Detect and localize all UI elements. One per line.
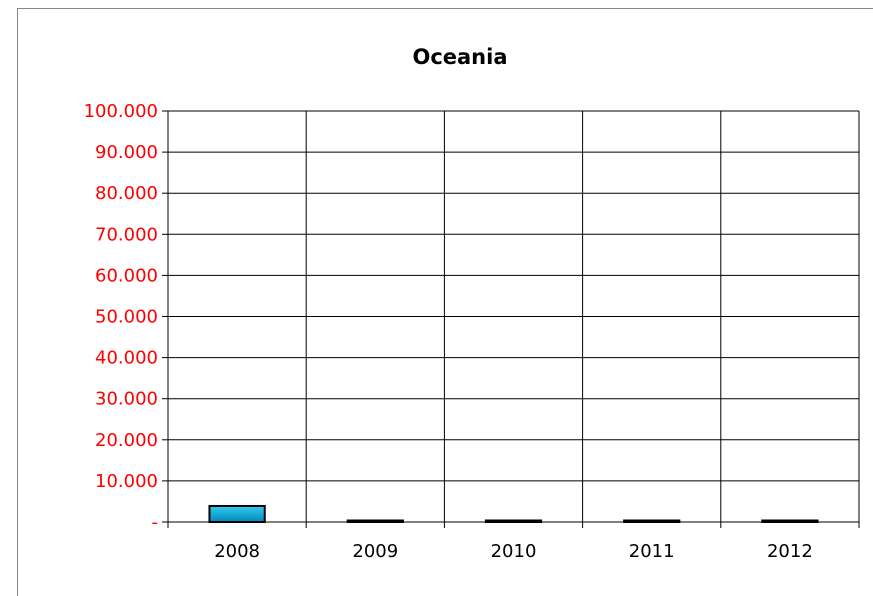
y-tick-label: 70.000 [95,224,158,245]
y-tick-label: - [152,512,159,533]
y-tick-label: 90.000 [95,142,158,163]
y-tick-label: 60.000 [95,265,158,286]
y-tick-label: 80.000 [95,183,158,204]
x-tick-label: 2009 [352,541,398,562]
x-tick-label: 2011 [629,541,675,562]
y-tick-labels: - 10.000 20.000 30.000 40.000 50.000 60.000 70.… [84,101,158,533]
chart-title: Oceania [412,45,507,69]
x-tick-label: 2010 [491,541,537,562]
x-tick-labels: 2008 2009 2010 2011 2012 [214,541,813,562]
y-tick-label: 100.000 [84,101,158,122]
bar-2008 [208,504,266,524]
bars [208,504,819,524]
grid-lines [168,110,860,522]
axes [162,110,860,528]
y-tick-label: 10.000 [95,471,158,492]
x-tick-label: 2008 [214,541,260,562]
y-tick-label: 30.000 [95,389,158,410]
x-tick-label: 2012 [767,541,813,562]
chart-frame [17,8,873,596]
y-tick-label: 40.000 [95,348,158,369]
y-tick-label: 20.000 [95,430,158,451]
y-tick-label: 50.000 [95,307,158,328]
